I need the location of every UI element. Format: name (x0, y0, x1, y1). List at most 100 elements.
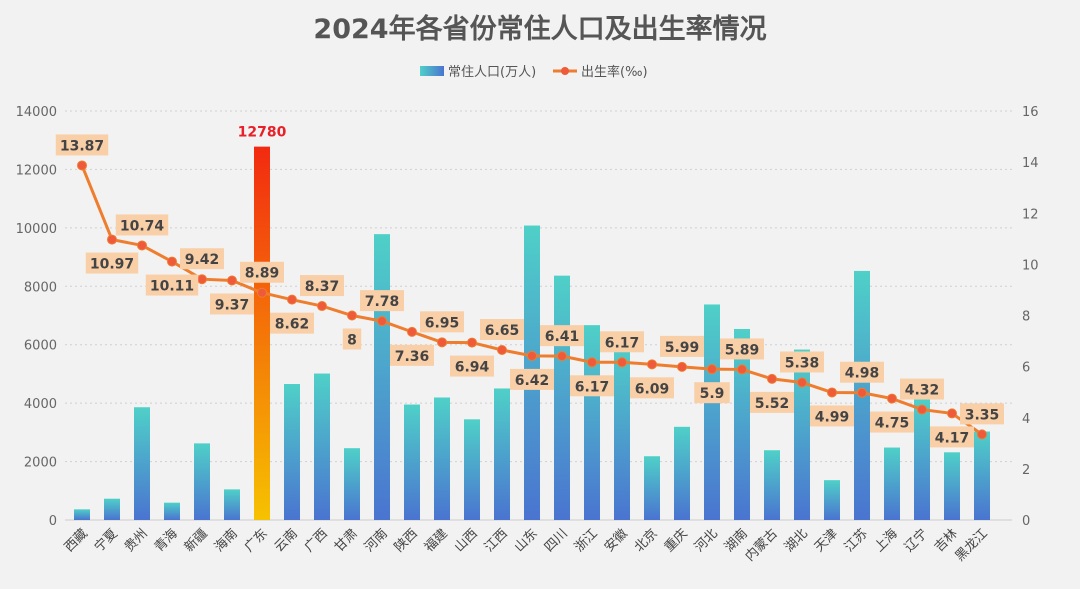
bar-黑龙江 (974, 431, 990, 520)
birthrate-point (287, 294, 297, 305)
birthrate-data-label: 6.41 (545, 329, 580, 345)
birthrate-point (497, 345, 507, 356)
x-tick-label: 海南 (211, 526, 241, 556)
birthrate-data-label: 4.99 (815, 409, 850, 425)
data-label-bg (780, 351, 824, 373)
birthrate-data-label: 9.37 (215, 297, 250, 313)
birthrate-point (437, 337, 447, 348)
x-tick-label: 山东 (512, 526, 541, 555)
birthrate-data-label: 3.35 (965, 407, 1000, 423)
x-tick-label: 四川 (542, 526, 571, 555)
birthrate-point (197, 274, 207, 285)
data-label-bg (360, 290, 404, 312)
bar-海南 (224, 489, 240, 520)
bar-西藏 (74, 509, 90, 520)
birthrate-point (317, 301, 327, 312)
y-right-tick-label: 4 (1022, 412, 1030, 427)
birthrate-data-label: 5.9 (700, 386, 725, 402)
birthrate-data-label: 5.38 (785, 355, 820, 371)
birthrate-data-label: 9.42 (185, 252, 220, 268)
birthrate-point (107, 234, 117, 245)
bar-河南 (374, 234, 390, 520)
data-label-bg (694, 382, 730, 404)
birthrate-point (557, 351, 567, 362)
data-label-bg (810, 405, 854, 427)
birthrate-point (407, 326, 417, 337)
data-label-bg (870, 411, 914, 433)
x-tick-label: 宁夏 (91, 526, 121, 556)
y-right-tick-label: 16 (1022, 105, 1039, 120)
data-label-bg (900, 378, 944, 400)
data-label-bg (270, 312, 314, 334)
y-right-tick-label: 0 (1022, 514, 1030, 529)
highlight-data-label: 12780 (238, 125, 287, 141)
birthrate-point (137, 240, 147, 251)
x-tick-label: 贵州 (122, 526, 151, 555)
y-right-tick-label: 2 (1022, 463, 1030, 478)
birthrate-data-label: 8.37 (305, 279, 340, 295)
data-label-bg (930, 426, 974, 448)
bar-湖北 (794, 349, 810, 520)
x-tick-label: 湖北 (782, 526, 811, 555)
x-tick-label: 天津 (812, 526, 841, 555)
birthrate-data-label: 7.78 (365, 294, 400, 310)
data-label-bg (390, 344, 434, 366)
bar-陕西 (404, 404, 420, 520)
y-left-tick-label: 14000 (16, 105, 57, 120)
birthrate-point (737, 364, 747, 375)
bar-天津 (824, 480, 840, 520)
birthrate-data-label: 6.17 (575, 379, 610, 395)
bar-广东 (254, 146, 270, 521)
birthrate-point (917, 404, 927, 415)
legend: 常住人口(万人) 出生率(‰) (420, 64, 648, 80)
bar-贵州 (134, 407, 150, 520)
birthrate-data-label: 10.97 (90, 257, 134, 273)
data-label-bg (660, 335, 704, 357)
x-tick-label: 辽宁 (901, 526, 931, 556)
bar-辽宁 (914, 398, 930, 520)
birthrate-point (377, 316, 387, 327)
bar-福建 (434, 397, 450, 520)
x-tick-label: 西藏 (62, 526, 91, 555)
birthrate-point (617, 357, 627, 368)
data-label-bg (720, 338, 764, 360)
x-tick-label: 福建 (422, 526, 451, 555)
x-tick-label: 重庆 (661, 526, 691, 556)
birthrate-data-label: 4.98 (845, 366, 880, 382)
birthrate-data-label: 10.74 (120, 218, 165, 234)
x-tick-label: 黑龙江 (953, 526, 991, 564)
birthrate-data-label: 10.11 (150, 279, 194, 295)
birthrate-point (797, 377, 807, 388)
x-tick-label: 安徽 (602, 526, 631, 555)
data-label-bg (540, 325, 584, 347)
bar-湖南 (734, 328, 750, 520)
y-left-tick-label: 4000 (24, 397, 57, 412)
data-label-bg (210, 293, 254, 315)
chart-title: 2024年各省份常住人口及出生率情况 (313, 13, 766, 45)
legend-label-birthrate: 出生率(‰) (581, 64, 648, 80)
y-right-tick-label: 12 (1022, 207, 1039, 222)
birthrate-data-label: 5.99 (665, 340, 700, 356)
birthrate-point (257, 287, 267, 298)
birthrate-data-label: 5.52 (755, 396, 790, 412)
data-label-bg (840, 361, 884, 383)
x-tick-label: 河南 (361, 526, 391, 556)
bar-山西 (464, 419, 480, 520)
birthrate-point (527, 350, 537, 361)
data-label-bg (570, 375, 614, 397)
birthrate-point (347, 310, 357, 321)
birthrate-data-label: 6.09 (635, 381, 670, 397)
x-tick-label: 甘肃 (332, 526, 361, 555)
bar-云南 (284, 384, 300, 520)
data-label-bg (630, 377, 674, 399)
birthrate-data-label: 4.17 (935, 430, 970, 446)
birthrate-data-label: 5.89 (725, 342, 760, 358)
birthrate-point (707, 364, 717, 375)
data-label-bg (240, 261, 284, 283)
x-tick-label: 新疆 (181, 526, 211, 556)
data-label-bg (115, 214, 169, 236)
birthrate-point (677, 361, 687, 372)
data-label-bg (420, 311, 464, 333)
y-left-tick-label: 8000 (24, 280, 57, 295)
